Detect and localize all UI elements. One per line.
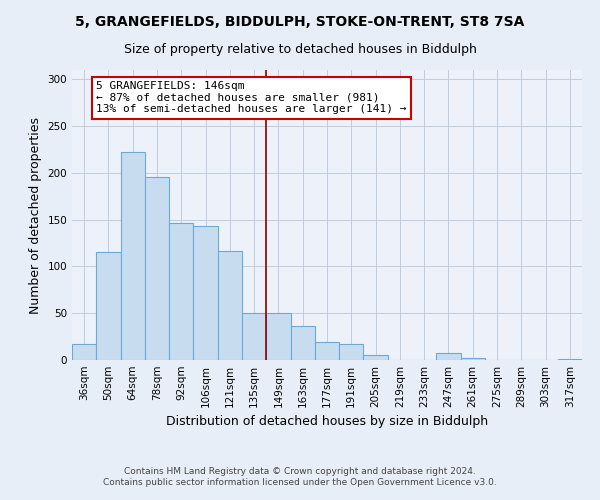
Bar xyxy=(339,344,364,360)
Bar xyxy=(558,359,582,360)
Text: Size of property relative to detached houses in Biddulph: Size of property relative to detached ho… xyxy=(124,44,476,57)
X-axis label: Distribution of detached houses by size in Biddulph: Distribution of detached houses by size … xyxy=(166,416,488,428)
Bar xyxy=(169,224,193,360)
Text: Contains HM Land Registry data © Crown copyright and database right 2024.: Contains HM Land Registry data © Crown c… xyxy=(124,467,476,476)
Text: 5 GRANGEFIELDS: 146sqm
← 87% of detached houses are smaller (981)
13% of semi-de: 5 GRANGEFIELDS: 146sqm ← 87% of detached… xyxy=(96,81,407,114)
Bar xyxy=(72,344,96,360)
Bar xyxy=(266,313,290,360)
Bar xyxy=(290,326,315,360)
Text: 5, GRANGEFIELDS, BIDDULPH, STOKE-ON-TRENT, ST8 7SA: 5, GRANGEFIELDS, BIDDULPH, STOKE-ON-TREN… xyxy=(76,15,524,29)
Bar xyxy=(436,354,461,360)
Bar xyxy=(121,152,145,360)
Bar xyxy=(461,358,485,360)
Y-axis label: Number of detached properties: Number of detached properties xyxy=(29,116,42,314)
Bar xyxy=(193,226,218,360)
Bar xyxy=(96,252,121,360)
Text: Contains public sector information licensed under the Open Government Licence v3: Contains public sector information licen… xyxy=(103,478,497,487)
Bar xyxy=(242,313,266,360)
Bar xyxy=(315,342,339,360)
Bar xyxy=(364,356,388,360)
Bar xyxy=(218,252,242,360)
Bar xyxy=(145,176,169,360)
